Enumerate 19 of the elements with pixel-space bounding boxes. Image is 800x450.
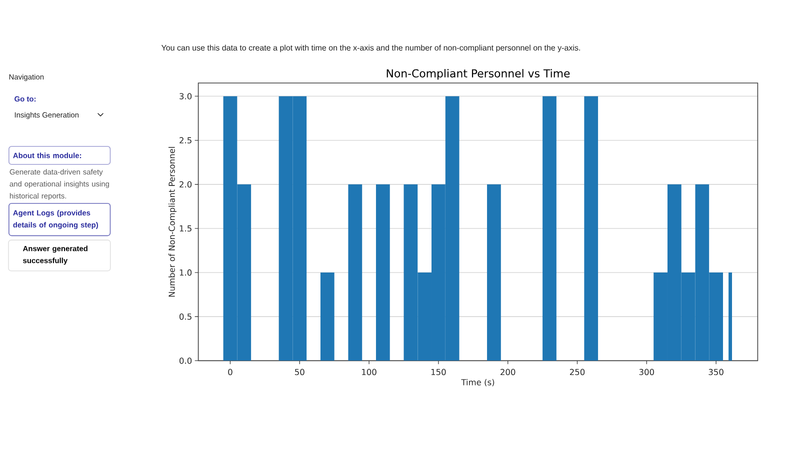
x-axis-title: Time (s) (461, 378, 494, 386)
x-tick-label: 150 (431, 368, 446, 376)
chart-title: Non-Compliant Personnel vs Time (386, 69, 570, 80)
y-tick-label: 0.0 (180, 358, 192, 364)
y-tick-label: 0.5 (180, 313, 192, 320)
y-tick-label: 2.0 (180, 181, 192, 188)
y-tick-label: 3.0 (180, 93, 192, 100)
y-tick-label: 1.0 (180, 269, 192, 276)
y-tick-label: 2.5 (180, 137, 192, 144)
x-tick-label: 50 (295, 368, 304, 376)
y-axis-title: Number of Non-Compliant Personnel (168, 147, 176, 297)
x-tick-label: 200 (500, 368, 516, 376)
x-tick-label: 100 (362, 368, 376, 376)
x-tick-label: 350 (708, 368, 724, 376)
y-tick-label: 1.5 (180, 225, 192, 232)
x-tick-label: 300 (639, 368, 654, 376)
x-tick-label: 250 (570, 368, 585, 376)
text: You can use this data to create a plot with time on the x-axis and the number of non-compliant personnel on the y-axis. (161, 44, 580, 52)
x-tick-label: 0 (228, 368, 232, 376)
